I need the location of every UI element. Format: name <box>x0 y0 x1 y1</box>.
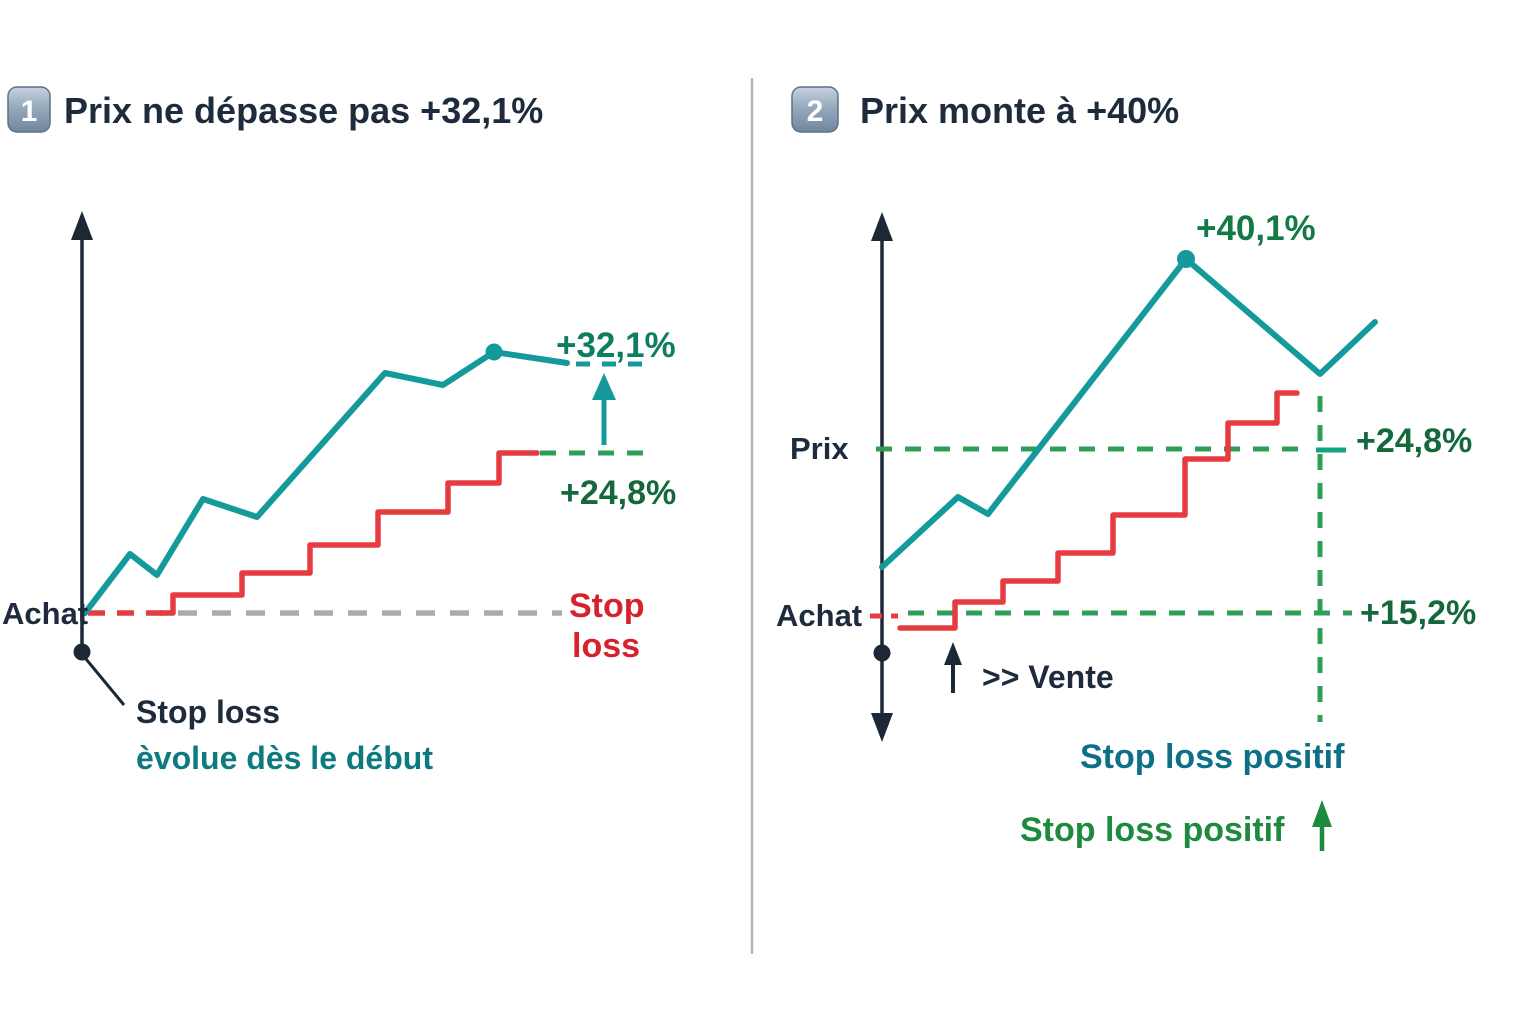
panel2-achat-label: Achat <box>776 598 862 633</box>
panel1-callout-line1: Stop loss <box>136 694 280 730</box>
panel1-price-line <box>82 349 570 616</box>
panel2-positif-arrow-head <box>1312 800 1332 827</box>
badge-2-background <box>791 86 839 133</box>
panel1-axis-arrowhead <box>71 211 93 240</box>
panel1-stop-word2: loss <box>572 627 640 665</box>
badge-1-background <box>7 86 51 133</box>
panel1-gap-arrow <box>592 373 616 445</box>
panel1-badge: 1 <box>7 86 51 133</box>
panel1-stoploss-steps <box>157 450 540 616</box>
panel2-vente-arrow-head <box>944 642 962 665</box>
panel2-peak-value: +40,1% <box>1196 209 1316 248</box>
panel1-achat-label: Achat <box>2 596 88 631</box>
panel1-gap-arrow-head <box>592 373 616 400</box>
panel2-prix-label: Prix <box>790 431 849 466</box>
panel2-level-248: +24,8% <box>1356 422 1472 460</box>
panel1-origin-dot <box>73 643 91 661</box>
panel1-title: Prix ne dépasse pas +32,1% <box>64 90 543 131</box>
panel1-peak-value: +32,1% <box>556 326 676 365</box>
panel2-positif-arrow <box>1312 800 1332 851</box>
panel2-axis-arrowhead-top <box>871 212 893 241</box>
badge-2-number: 2 <box>807 95 824 128</box>
panel-2: 2 Prix monte à +40% Prix Achat +40,1% +2… <box>776 86 1476 851</box>
panel2-price-line <box>879 256 1378 570</box>
panel2-axis-arrowhead-bottom <box>871 713 893 742</box>
panel1-peak-dot <box>485 343 503 361</box>
panel1-stop-word1: Stop <box>569 587 645 625</box>
panel1-y-axis <box>71 211 93 661</box>
panel2-origin-dot <box>873 644 891 662</box>
panel2-callout-teal: Stop loss positif <box>1080 738 1345 776</box>
panel2-vente-label: >> Vente <box>982 659 1114 695</box>
panel2-title: Prix monte à +40% <box>860 90 1179 131</box>
panel2-callout-green: Stop loss positif <box>1020 811 1285 849</box>
panel-1: 1 Prix ne dépasse pas +32,1% Achat +32,1… <box>2 86 676 776</box>
panel2-peak-dot <box>1177 250 1195 268</box>
panel2-vente-arrow <box>944 642 962 693</box>
panel2-level-152: +15,2% <box>1360 594 1476 632</box>
panel1-callout-line <box>84 658 126 706</box>
badge-1-number: 1 <box>21 95 38 128</box>
panel1-callout-line2: èvolue dès le début <box>136 740 433 776</box>
panel2-badge: 2 <box>791 86 839 133</box>
panel2-y-axis <box>871 212 893 742</box>
panel1-trail-value: +24,8% <box>560 474 676 512</box>
panel2-stoploss-steps <box>897 390 1300 631</box>
